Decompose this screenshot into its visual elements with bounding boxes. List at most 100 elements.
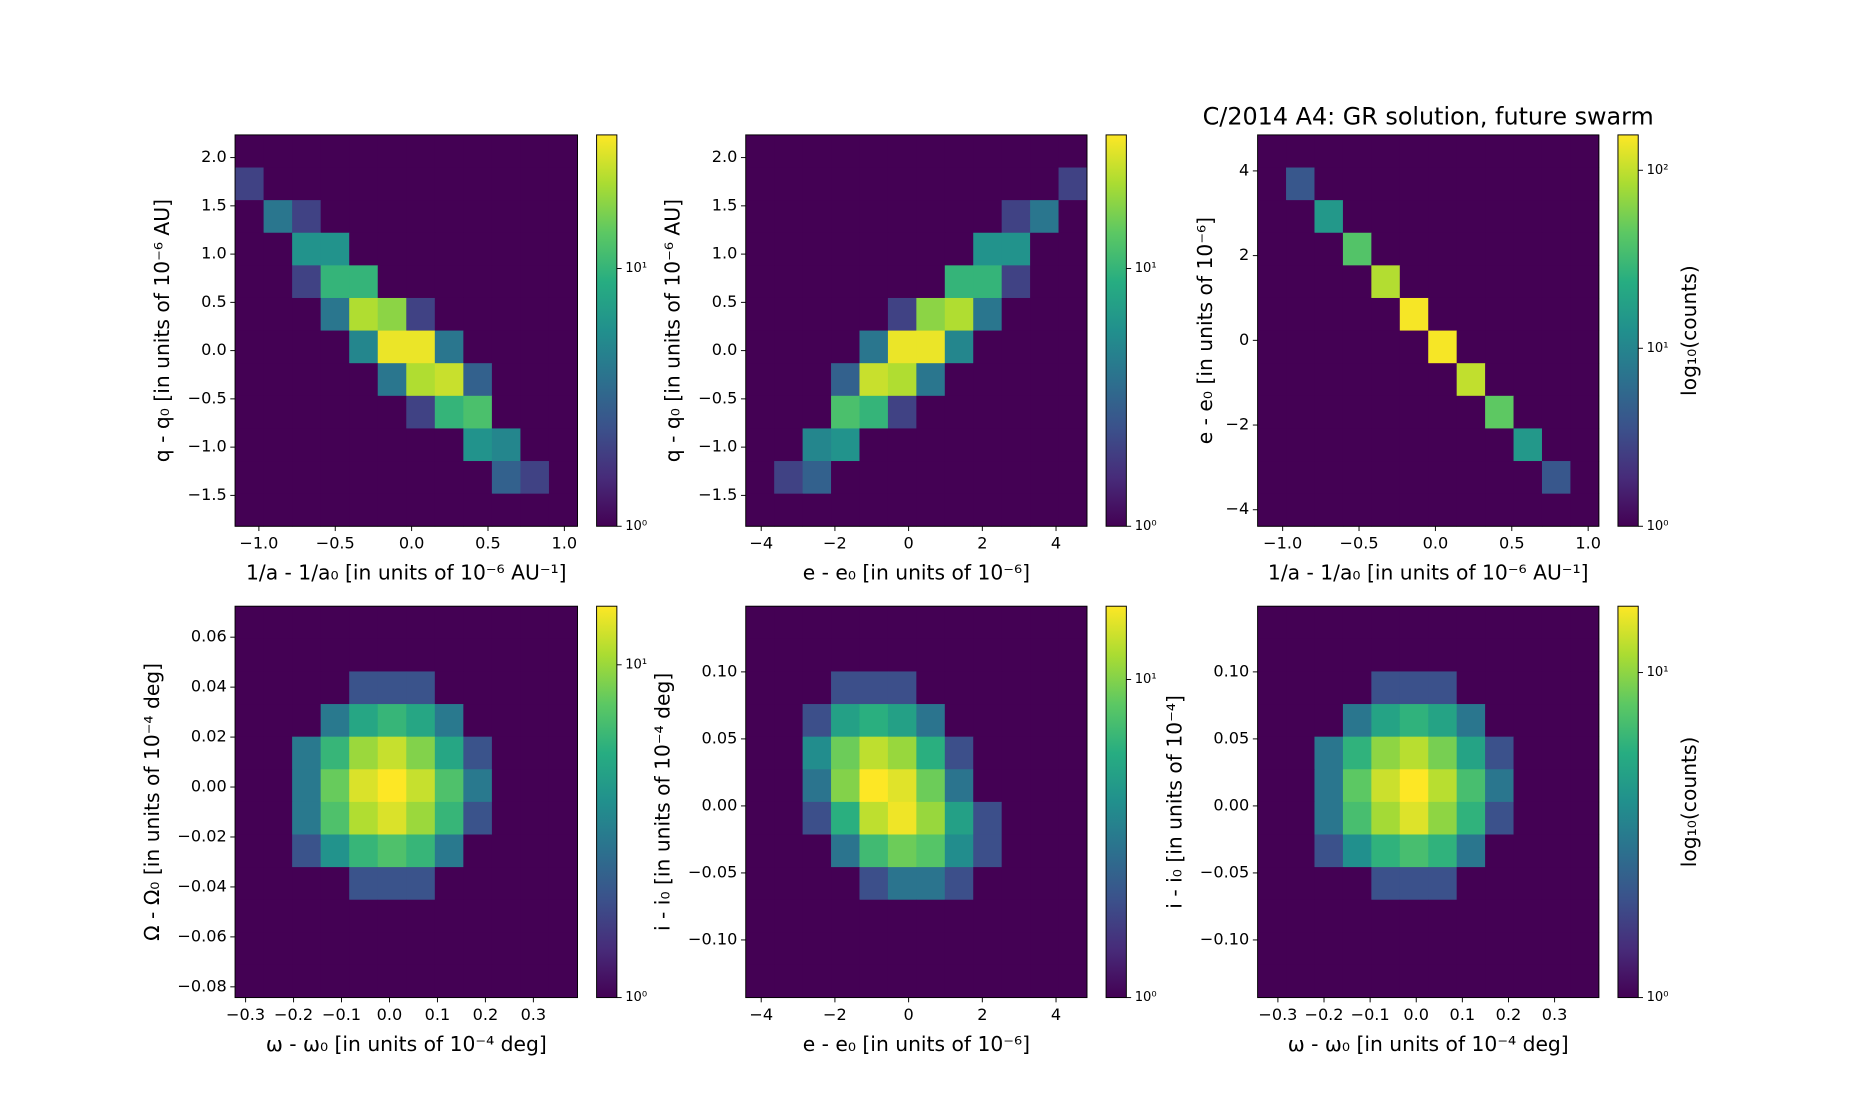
hexbin-cell	[944, 200, 974, 234]
hexbin-cell	[434, 801, 464, 835]
hexbin-cell	[1371, 964, 1401, 998]
hexbin-cell	[973, 232, 1003, 266]
colorbar	[1617, 134, 1639, 527]
hexbin-cell	[1485, 297, 1514, 331]
hexbin-cell	[745, 363, 775, 397]
hexbin-cell	[235, 736, 264, 770]
hexbin-cell	[349, 493, 379, 527]
hexbin-cell	[1570, 834, 1600, 868]
hexbin-cell	[1570, 265, 1600, 299]
hexbin-cell	[1485, 200, 1514, 234]
hexbin-cell	[1399, 493, 1429, 527]
y-tick-label: 1.0	[201, 244, 227, 263]
y-tick-label: 0.0	[712, 340, 738, 359]
hexbin-cell	[406, 704, 436, 738]
hexbin-cell	[1371, 461, 1401, 495]
x-tick-label: 4	[1051, 1005, 1061, 1024]
x-axis-label: e - e₀ [in units of 10⁻⁶]	[803, 560, 1030, 584]
hexbin-cell	[1371, 395, 1401, 429]
hexbin-cell	[1570, 769, 1600, 803]
hexbin-cell	[1257, 704, 1287, 738]
hexbin-cell	[859, 736, 889, 770]
hexbin-cell	[548, 493, 578, 527]
hexbin-cell	[1570, 395, 1600, 429]
hexbin-cell	[973, 297, 1003, 331]
hexbin-cell	[406, 867, 436, 901]
hexbin-cell	[1513, 461, 1543, 495]
hexbin-cell	[859, 671, 889, 705]
hexbin-cell	[491, 606, 521, 640]
hexbin-cell	[1058, 736, 1088, 770]
hexbin-cell	[944, 932, 974, 966]
hexbin-cell	[491, 769, 521, 803]
hexbin-cell	[1513, 297, 1543, 331]
hexbin-cell	[406, 330, 436, 364]
hexbin-cell	[406, 232, 436, 266]
hexbin-cell	[774, 493, 803, 527]
hexbin-cell	[1030, 736, 1059, 770]
hexbin-cell	[745, 932, 775, 966]
hexbin-cell	[235, 493, 264, 527]
x-tick-label: 0.0	[1423, 534, 1449, 553]
hexbin-cell	[491, 167, 521, 201]
hexbin-cell	[1570, 428, 1600, 462]
hexbin-cell	[774, 606, 803, 640]
hexbin-cell	[973, 200, 1003, 234]
hexbin-cell	[377, 428, 407, 462]
hexbin-cell	[320, 461, 350, 495]
x-tick-label: 0	[903, 534, 913, 553]
hexbin-cell	[520, 134, 550, 168]
hexbin-cell	[1541, 330, 1571, 364]
hexbin-cell	[745, 395, 775, 429]
hexbin-cell	[520, 363, 550, 397]
hexbin-cell	[1570, 964, 1600, 998]
hexbin-cell	[1456, 867, 1486, 901]
hexbin-cell	[1399, 867, 1429, 901]
y-tick-label: −1.5	[698, 485, 737, 504]
hexbin-cell	[1570, 200, 1600, 234]
hexbin-cell	[491, 363, 521, 397]
hexbin-cell	[406, 834, 436, 868]
hexbin-cell	[520, 867, 550, 901]
hexbin-cell	[944, 363, 974, 397]
hexbin-cell	[349, 297, 379, 331]
hexbin-cell	[1030, 167, 1059, 201]
hexbin-cell	[774, 134, 803, 168]
hexbin-cell	[1513, 200, 1543, 234]
hexbin-cell	[1314, 200, 1344, 234]
hexbin-cell	[1314, 769, 1344, 803]
hexbin-cell	[1058, 134, 1088, 168]
hexbin-cell	[1314, 363, 1344, 397]
hexbin-cell	[235, 932, 264, 966]
hexbin-cell	[887, 932, 917, 966]
colorbar-label: log₁₀(counts)	[1677, 265, 1701, 396]
hexbin-cell	[916, 671, 946, 705]
hexbin-cell	[1399, 428, 1429, 462]
x-tick-label: −0.3	[1258, 1005, 1297, 1024]
hexbin-cell	[463, 769, 493, 803]
hexbin-cell	[1030, 200, 1059, 234]
hexbin-cell	[406, 899, 436, 933]
x-tick-label: 0.0	[1403, 1005, 1429, 1024]
hexbin-cell	[1541, 671, 1571, 705]
hexbin-cell	[292, 395, 322, 429]
hexbin-cell	[377, 330, 407, 364]
hexbin-cell	[802, 769, 832, 803]
hexbin-cell	[1257, 265, 1287, 299]
hexbin-cell	[1456, 134, 1486, 168]
hexbin-cell	[1371, 428, 1401, 462]
hexbin-cell	[349, 801, 379, 835]
hexbin-cell	[831, 297, 860, 331]
hexbin-cell	[1286, 330, 1315, 364]
hexbin-cell	[520, 265, 550, 299]
hexbin-cell	[1001, 964, 1031, 998]
hexbin-cell	[1456, 297, 1486, 331]
hexbin-cell	[887, 964, 917, 998]
x-tick-label: −0.5	[316, 534, 355, 553]
hexbin-cell	[1286, 801, 1315, 835]
hexbin-cell	[859, 801, 889, 835]
hexbin-cell	[916, 801, 946, 835]
hexbin-cell	[859, 932, 889, 966]
hexbin-cell	[1001, 736, 1031, 770]
